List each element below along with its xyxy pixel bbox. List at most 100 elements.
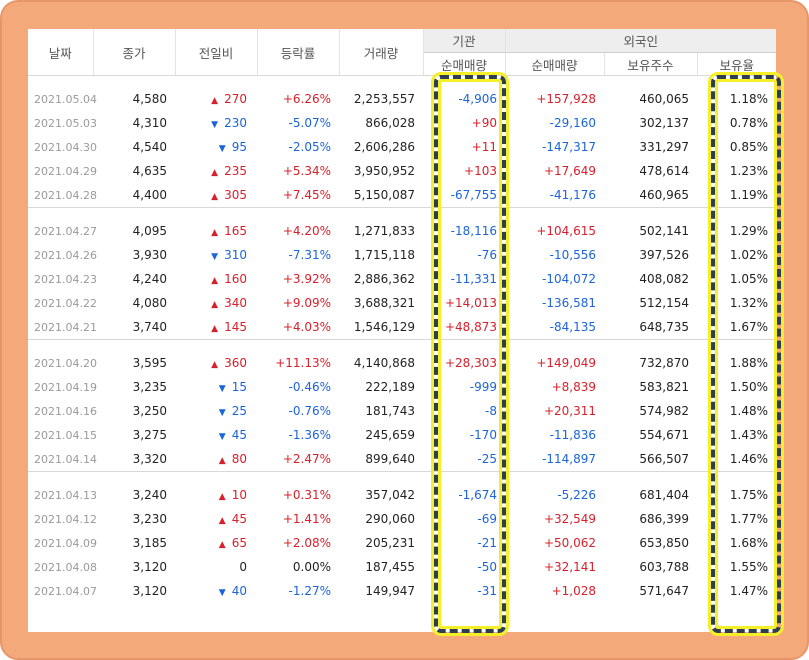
cell-change-value: 40 [231, 584, 247, 598]
table-row: 2021.04.08 3,120 0 0.00% 187,455 -50 +32,141 60… [28, 555, 776, 579]
cell-volume: 2,886,362 [353, 272, 415, 286]
cell-foreign-net: -84,135 [549, 320, 596, 334]
cell-institution-net: +48,873 [444, 320, 497, 334]
cell-foreign-net: +1,028 [551, 584, 596, 598]
table-row: 2021.05.03 4,310 ▼ 230 -5.07% 866,028 +90 -29,1… [28, 111, 776, 135]
cell-change: ▲ 305 [175, 183, 257, 208]
cell-foreign-net: -10,556 [549, 248, 596, 262]
cell-institution-net: -31 [477, 584, 497, 598]
header-foreign-ratio: 보유율 [697, 52, 776, 76]
cell-change-value: 45 [231, 512, 247, 526]
cell-institution-net: -50 [477, 560, 497, 574]
cell-volume: 4,140,868 [353, 356, 415, 370]
cell-foreign-net: +32,141 [543, 560, 596, 574]
cell-foreign-net: -136,581 [542, 296, 596, 310]
cell-change: ▲ 80 [175, 447, 257, 472]
cell-change: ▲ 165 [175, 219, 257, 243]
cell-change: ▲ 235 [175, 159, 257, 183]
cell-institution-net: +103 [464, 164, 497, 178]
cell-institution-net: -76 [477, 248, 497, 262]
header-close: 종가 [93, 29, 176, 76]
cell-rate: +7.45% [282, 188, 331, 202]
cell-foreign-holding: 603,788 [639, 560, 689, 574]
triangle-down-icon: ▼ [211, 252, 219, 262]
cell-change: ▲ 160 [175, 267, 257, 291]
cell-foreign-ratio: 1.19% [729, 188, 768, 202]
header-institution-group: 기관 [423, 29, 506, 53]
triangle-down-icon: ▼ [211, 120, 219, 130]
cell-foreign-ratio: 1.67% [729, 320, 768, 334]
triangle-up-icon: ▲ [211, 228, 219, 238]
cell-institution-net: -25 [477, 452, 497, 466]
cell-volume: 290,060 [365, 512, 415, 526]
cell-change-value: 305 [224, 188, 247, 202]
cell-volume: 3,688,321 [353, 296, 415, 310]
triangle-up-icon: ▲ [211, 276, 219, 286]
header-foreign-group: 외국인 [505, 29, 776, 53]
triangle-down-icon: ▼ [218, 384, 226, 394]
cell-close: 4,080 [132, 296, 167, 310]
cell-rate: +11.13% [275, 356, 331, 370]
cell-foreign-ratio: 1.32% [729, 296, 768, 310]
cell-foreign-ratio: 1.68% [729, 536, 768, 550]
table-row: 2021.04.14 3,320 ▲ 80 +2.47% 899,640 -25 -114,8… [28, 447, 776, 472]
cell-volume: 149,947 [365, 584, 415, 598]
cell-foreign-holding: 408,082 [639, 272, 689, 286]
cell-close: 4,635 [132, 164, 167, 178]
cell-foreign-holding: 478,614 [639, 164, 689, 178]
cell-foreign-holding: 583,821 [639, 380, 689, 394]
cell-change: ▼ 45 [175, 423, 257, 447]
cell-change: 0 [175, 555, 257, 579]
table-row: 2021.04.23 4,240 ▲ 160 +3.92% 2,886,362 -11,33… [28, 267, 776, 291]
cell-date: 2021.04.28 [34, 188, 97, 202]
triangle-up-icon: ▲ [211, 324, 219, 334]
cell-close: 3,185 [132, 536, 167, 550]
cell-volume: 205,231 [365, 536, 415, 550]
cell-close: 4,240 [132, 272, 167, 286]
cell-foreign-net: -11,836 [549, 428, 596, 442]
cell-foreign-net: +50,062 [543, 536, 596, 550]
cell-change-value: 45 [231, 428, 247, 442]
cell-foreign-ratio: 0.85% [729, 140, 768, 154]
triangle-down-icon: ▼ [218, 144, 226, 154]
cell-institution-net: -18,116 [450, 224, 497, 238]
cell-foreign-ratio: 1.18% [729, 92, 768, 106]
cell-foreign-net: +149,049 [536, 356, 596, 370]
cell-rate: -0.76% [288, 404, 331, 418]
cell-change: ▼ 95 [175, 135, 257, 159]
cell-volume: 2,606,286 [353, 140, 415, 154]
stock-trading-table-panel: 날짜 종가 전일비 등락률 거래량 기관 외국인 순매매량 순매매량 보유주수 … [28, 29, 776, 632]
table-row: 2021.04.07 3,120 ▼ 40 -1.27% 149,947 -31 +1,028… [28, 579, 776, 603]
cell-date: 2021.04.21 [34, 320, 97, 334]
cell-volume: 187,455 [365, 560, 415, 574]
cell-date: 2021.04.22 [34, 296, 97, 310]
table-row: 2021.04.09 3,185 ▲ 65 +2.08% 205,231 -21 +50,06… [28, 531, 776, 555]
cell-foreign-holding: 460,965 [639, 188, 689, 202]
cell-date: 2021.04.07 [34, 584, 97, 598]
cell-close: 3,240 [132, 488, 167, 502]
cell-change-value: 165 [224, 224, 247, 238]
triangle-up-icon: ▲ [211, 168, 219, 178]
cell-foreign-ratio: 1.05% [729, 272, 768, 286]
cell-foreign-ratio: 1.02% [729, 248, 768, 262]
triangle-up-icon: ▲ [218, 492, 226, 502]
cell-institution-net: +11 [471, 140, 497, 154]
triangle-up-icon: ▲ [211, 192, 219, 202]
header-institution-net: 순매매량 [423, 52, 506, 76]
cell-change: ▲ 270 [175, 87, 257, 111]
cell-rate: +4.03% [282, 320, 331, 334]
triangle-down-icon: ▼ [218, 588, 226, 598]
cell-institution-net: -11,331 [450, 272, 497, 286]
cell-change-value: 65 [231, 536, 247, 550]
cell-foreign-net: -104,072 [542, 272, 596, 286]
cell-close: 3,120 [132, 560, 167, 574]
cell-foreign-ratio: 1.77% [729, 512, 768, 526]
cell-change-value: 95 [231, 140, 247, 154]
daily-trading-table: 날짜 종가 전일비 등락률 거래량 기관 외국인 순매매량 순매매량 보유주수 … [28, 29, 776, 614]
cell-foreign-holding: 397,526 [639, 248, 689, 262]
triangle-down-icon: ▼ [218, 432, 226, 442]
cell-change-value: 310 [224, 248, 247, 262]
table-row: 2021.04.29 4,635 ▲ 235 +5.34% 3,950,952 +103 +1… [28, 159, 776, 183]
table-row: 2021.04.20 3,595 ▲ 360 +11.13% 4,140,868 +28,3… [28, 351, 776, 375]
cell-date: 2021.05.03 [34, 116, 97, 130]
